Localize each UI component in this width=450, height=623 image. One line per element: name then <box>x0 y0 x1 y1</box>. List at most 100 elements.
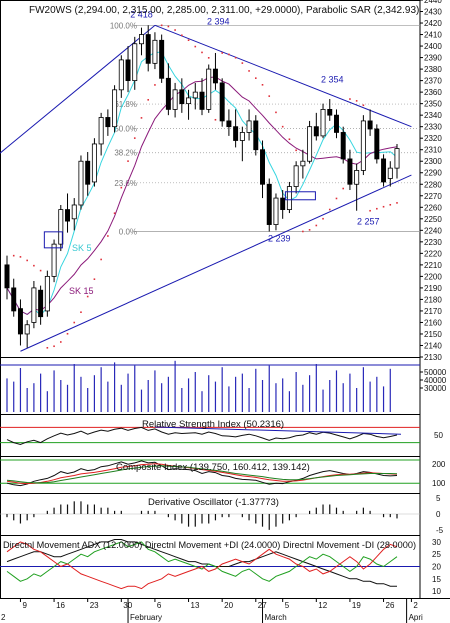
sar-point <box>154 84 156 86</box>
dmi-tick-label: 30 <box>432 538 441 547</box>
candle-body <box>267 184 271 224</box>
candle <box>92 138 96 186</box>
price-tick-label: 2430 <box>424 8 442 17</box>
sar-point <box>363 104 365 106</box>
sar-point <box>141 117 143 119</box>
candle <box>254 115 258 155</box>
sar-point <box>248 70 250 72</box>
price-tick-label: 2280 <box>424 180 442 189</box>
dmi-tick-label: 20 <box>432 563 441 572</box>
sar-point <box>369 210 371 212</box>
x-tick-label: 6 <box>157 601 162 610</box>
fib-label: 61.8% <box>114 100 137 109</box>
annotation-label: 2 257 <box>357 217 380 227</box>
candle <box>32 281 36 328</box>
candle-body <box>186 98 190 104</box>
sar-point <box>73 322 75 324</box>
sar-point <box>336 198 338 200</box>
candle-body <box>133 44 137 81</box>
sar-point <box>47 347 49 349</box>
annotation-label: 2 394 <box>207 17 230 27</box>
fib-label: 0.0% <box>119 227 137 236</box>
candle-body <box>200 92 204 109</box>
sar-point <box>309 229 311 231</box>
price-tick-label: 2350 <box>424 100 442 109</box>
sar-point <box>33 265 35 267</box>
candle-body <box>18 309 22 334</box>
candle-body <box>294 166 298 187</box>
price-tick-label: 2210 <box>424 261 442 270</box>
candle-body <box>388 168 392 178</box>
candle-body <box>395 149 399 169</box>
candle-body <box>281 198 285 210</box>
candle <box>79 155 83 209</box>
sar-point <box>376 208 378 210</box>
sar-point <box>60 341 62 343</box>
candle-body <box>45 276 49 311</box>
price-tick-label: 2240 <box>424 226 442 235</box>
candle-body <box>321 109 325 135</box>
composite-tick-label: 200 <box>432 460 446 469</box>
candle-body <box>32 288 36 323</box>
sar-point <box>282 126 284 128</box>
candle <box>361 115 365 175</box>
sar-point <box>174 29 176 31</box>
price-tick-label: 2410 <box>424 31 442 40</box>
oscillator-tick-label: -5 <box>436 526 444 535</box>
sar-point <box>383 206 385 208</box>
composite-tick-label: 100 <box>432 479 446 488</box>
candle-body <box>308 127 312 162</box>
annotation-label: 2 354 <box>321 74 344 84</box>
sar-point <box>201 52 203 54</box>
candle-body <box>5 265 9 288</box>
price-tick-label: 2200 <box>424 272 442 281</box>
candle-body <box>166 78 170 109</box>
dmi-tick-label: 15 <box>432 575 441 584</box>
price-tick-label: 2260 <box>424 203 442 212</box>
price-tick-label: 2330 <box>424 123 442 132</box>
candle-body <box>361 121 365 171</box>
sar-point <box>221 52 223 54</box>
candle <box>207 64 211 112</box>
candle-body <box>368 121 372 129</box>
dmi-tick-label: 10 <box>432 587 441 596</box>
candle-body <box>72 205 76 219</box>
sar-point <box>208 57 210 59</box>
candle-body <box>328 109 332 115</box>
price-tick-label: 2400 <box>424 42 442 51</box>
sar-point <box>147 99 149 101</box>
chart-title: FW20WS (2,294.00, 2,315.00, 2,285.00, 2,… <box>29 5 419 16</box>
sar-point <box>127 160 129 162</box>
sar-point <box>134 137 136 139</box>
month-label: March <box>265 613 287 622</box>
oscillator-tick-label: 5 <box>436 494 441 503</box>
x-tick-label: 13 <box>191 601 200 610</box>
fib-label: 100.0% <box>110 21 137 30</box>
candle <box>308 121 312 164</box>
sar-point <box>228 54 230 56</box>
x-tick-label: 20 <box>224 601 233 610</box>
price-tick-label: 2190 <box>424 284 442 293</box>
candle-body <box>375 129 379 159</box>
price-tick-label: 2310 <box>424 146 442 155</box>
candle-body <box>334 115 338 132</box>
sar-point <box>168 26 170 28</box>
sar-point <box>316 225 318 227</box>
sar-point <box>40 270 42 272</box>
sar-point <box>262 84 264 86</box>
sar-point <box>289 138 291 140</box>
candle-body <box>106 117 110 126</box>
sar-point <box>67 333 69 335</box>
candle <box>113 85 117 132</box>
sar-point <box>80 311 82 313</box>
annotation-label: 2 239 <box>268 233 291 243</box>
candle-body <box>180 90 184 104</box>
x-tick-label: 16 <box>56 601 65 610</box>
candle-body <box>86 161 90 184</box>
candle-body <box>65 210 69 222</box>
candle-body <box>254 121 258 150</box>
volume-tick-label: 30000 <box>424 384 447 393</box>
candle-body <box>314 127 318 136</box>
price-tick-label: 2130 <box>424 353 442 362</box>
